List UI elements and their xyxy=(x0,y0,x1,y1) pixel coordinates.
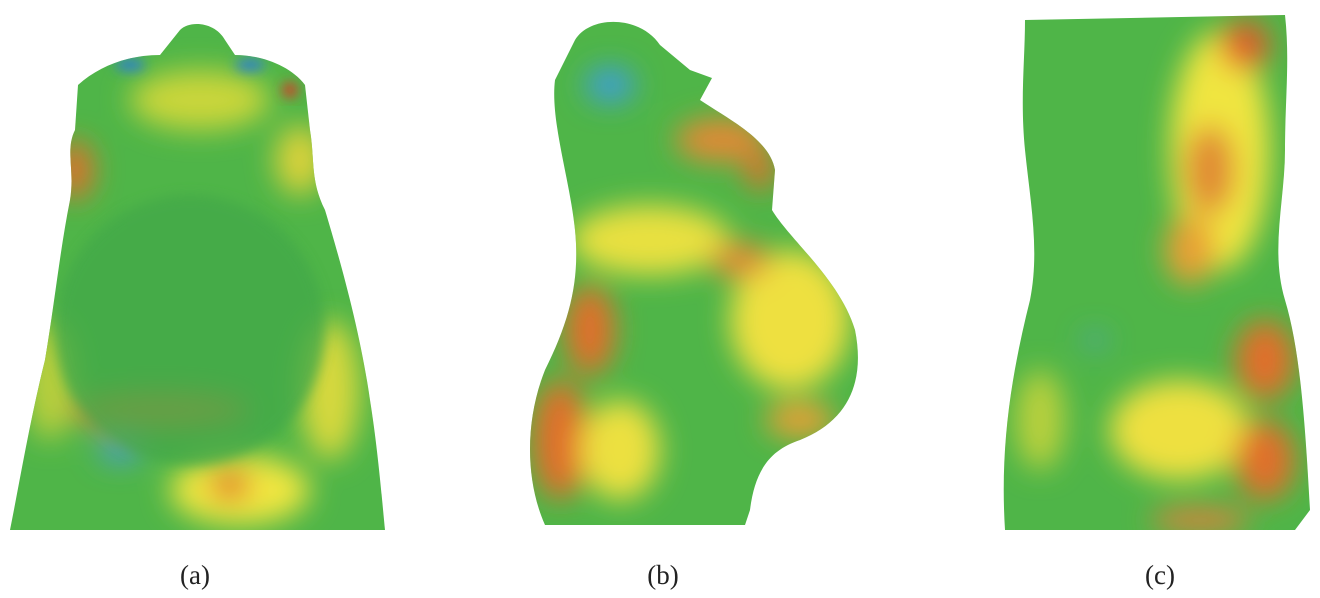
caption: (a) xyxy=(180,560,210,590)
caption: (b) xyxy=(647,560,678,590)
caption: (c) xyxy=(1145,560,1175,590)
torso-front xyxy=(0,0,400,540)
figure: (a) (b) (c) xyxy=(0,0,1320,598)
page: {"captions": ["(a)", "(b)", "(c)"]} xyxy=(0,0,1320,598)
torso-side xyxy=(500,0,880,540)
torso-back xyxy=(990,0,1320,540)
